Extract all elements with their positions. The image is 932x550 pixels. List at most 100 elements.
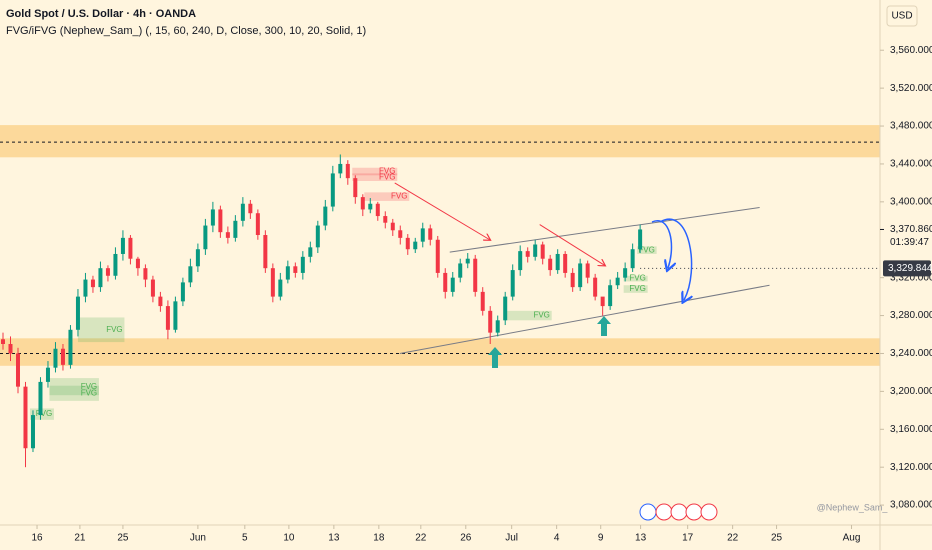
candle-body (525, 251, 530, 257)
up-arrow (597, 316, 611, 336)
y-tick-label: 3,200.000 (890, 386, 932, 397)
fvg-box (77, 317, 125, 343)
fvg-label: FVG (391, 192, 407, 201)
candle-body (308, 247, 313, 257)
candle-body (375, 203, 380, 217)
candle-body (98, 268, 103, 288)
x-tick-label: 25 (117, 533, 129, 544)
y-tick-label: 3,120.000 (890, 462, 932, 473)
candle-body (315, 225, 320, 248)
candle-body (255, 213, 260, 236)
axes: 3,080.000 3,120.000 3,160.000 3,200.000 3,24… (31, 45, 932, 544)
candle-body (383, 216, 388, 223)
fvg-label: FVG (106, 325, 122, 334)
trend-line (449, 207, 760, 253)
candle-body (608, 285, 613, 307)
fvg-box (49, 385, 99, 401)
candle-body (135, 258, 140, 269)
candle-body (188, 266, 193, 283)
price-label: 3,329.844 (888, 263, 932, 274)
candle-body (390, 222, 395, 231)
event-icons (639, 503, 718, 521)
candle-body (30, 415, 35, 449)
candle-body (270, 268, 275, 297)
trend-line (539, 224, 605, 266)
y-tick-label: 3,480.000 (890, 121, 932, 132)
y-tick-label: 3,440.000 (890, 159, 932, 170)
candle-body (578, 263, 583, 288)
x-tick-label: 17 (682, 533, 694, 544)
x-tick-label: 25 (771, 533, 783, 544)
x-tick-label: 5 (242, 533, 248, 544)
candle-body (158, 296, 163, 307)
fvg-label: FVG (638, 245, 654, 254)
candle-body (278, 279, 283, 297)
y-tick-label: 3,320.000 (890, 272, 932, 283)
y-tick-label: 3,160.000 (890, 424, 932, 435)
x-tick-label: 16 (31, 533, 43, 544)
x-tick-label: 13 (635, 533, 647, 544)
fvg-box (623, 285, 648, 293)
candle-body (60, 348, 65, 365)
zone (0, 338, 880, 366)
candle-body (443, 272, 448, 292)
candle-body (420, 228, 425, 242)
candle-body (615, 277, 620, 286)
x-tick-label: Aug (843, 533, 861, 544)
candle-body (53, 348, 58, 368)
up-arrow (488, 347, 502, 368)
fvg-label: FVG (379, 167, 395, 176)
currency-box[interactable] (886, 5, 918, 27)
candle-body (638, 229, 643, 250)
fvg-box (623, 275, 648, 282)
candle-body (593, 277, 598, 297)
fvg-box (364, 192, 410, 201)
x-tick-label: 26 (460, 533, 472, 544)
y-tick-label: 3,400.000 (890, 196, 932, 207)
candle-body (75, 296, 80, 330)
candle-body (15, 353, 20, 387)
candle-body (38, 381, 43, 416)
x-tick-label: 22 (415, 533, 427, 544)
candle-body (218, 209, 223, 233)
x-tick-label: 21 (74, 533, 86, 544)
candle-body (413, 241, 418, 250)
candle-body (128, 237, 133, 259)
fvg-box (352, 167, 398, 176)
candle-body (195, 249, 200, 267)
candle-body (225, 232, 230, 238)
fvg-box (352, 173, 398, 182)
candle-body (533, 244, 538, 257)
candle-body (263, 235, 268, 269)
candle-body (450, 277, 455, 292)
y-tick-label: 3,080.000 (890, 500, 932, 511)
candle-body (210, 209, 215, 226)
candle-body (240, 203, 245, 221)
x-tick-label: 9 (598, 533, 604, 544)
candle-body (300, 256, 305, 273)
candle-body (330, 173, 335, 207)
candle-body (503, 296, 508, 321)
x-tick-label: 4 (554, 533, 560, 544)
candle-body (548, 258, 553, 271)
candle-body (368, 203, 373, 210)
candle-body (23, 386, 28, 449)
candle-body (435, 239, 440, 273)
candle-body (83, 279, 88, 297)
candle-body (570, 272, 575, 288)
candle-body (480, 291, 485, 311)
fvg-label: FVG (629, 284, 645, 293)
candle-body (473, 258, 478, 292)
x-tick-label: 13 (328, 533, 340, 544)
candle-body (113, 253, 118, 276)
x-tick-label: Jun (190, 533, 206, 544)
fvg-label: FVG (36, 409, 52, 418)
trend-line (394, 182, 490, 240)
currency[interactable]: USD (891, 11, 912, 22)
candle-body (458, 263, 463, 278)
y-tick-label: 3,280.000 (890, 310, 932, 321)
candle-body (488, 310, 493, 333)
candle-body (203, 225, 208, 250)
fvg-box (503, 310, 552, 321)
fvg-label: FVG (533, 311, 549, 320)
